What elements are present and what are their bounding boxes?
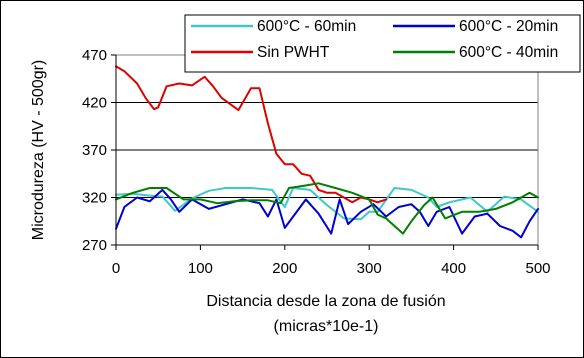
x-axis-title: Distancia desde la zona de fusión bbox=[206, 293, 445, 310]
x-tick-label: 400 bbox=[441, 260, 466, 277]
series-line-4 bbox=[115, 182, 539, 235]
legend-label-3: Sin PWHT bbox=[257, 44, 330, 61]
legend-label-4: 600°C - 40min bbox=[459, 44, 558, 61]
y-tick-label: 370 bbox=[82, 142, 107, 159]
y-tick-label: 420 bbox=[82, 95, 107, 112]
legend: 600°C - 60min 600°C - 20min Sin PWHT 600°C … bbox=[184, 14, 581, 73]
legend-label-2: 600°C - 20min bbox=[459, 18, 558, 35]
tick-labels: 270 320 370 420 470 0 100 200 300 400 500 bbox=[82, 47, 551, 277]
series-line-2 bbox=[115, 188, 539, 239]
legend-box bbox=[184, 14, 581, 73]
series-layer bbox=[115, 65, 539, 239]
x-tick-label: 500 bbox=[525, 260, 550, 277]
y-tick-label: 270 bbox=[82, 237, 107, 254]
x-tick-label: 100 bbox=[188, 260, 213, 277]
series-line-1 bbox=[115, 187, 539, 221]
series-line-3 bbox=[115, 65, 388, 204]
x-tick-label: 0 bbox=[112, 260, 120, 277]
y-axis-title: Microdureza (HV - 500gr) bbox=[30, 60, 47, 241]
y-tick-label: 470 bbox=[82, 47, 107, 64]
y-tick-label: 320 bbox=[82, 190, 107, 207]
x-tick-label: 200 bbox=[272, 260, 297, 277]
x-tick-label: 300 bbox=[357, 260, 382, 277]
axes bbox=[111, 54, 539, 250]
legend-label-1: 600°C - 60min bbox=[257, 18, 356, 35]
x-axis-title-units: (micras*10e-1) bbox=[274, 318, 379, 335]
